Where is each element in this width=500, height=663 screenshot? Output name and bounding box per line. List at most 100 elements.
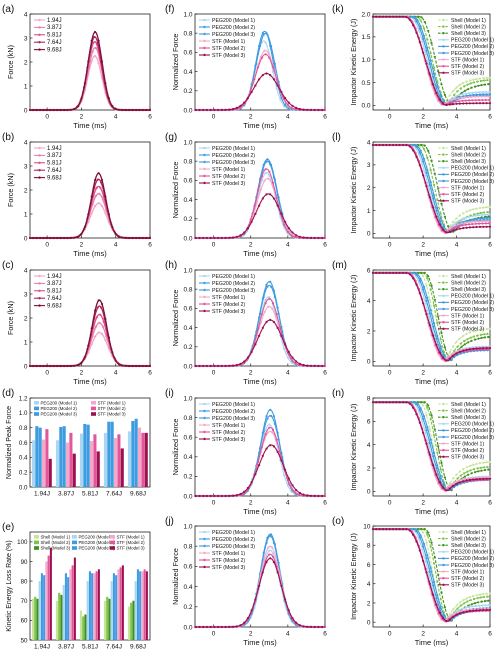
legend-label: STF (Model 2) <box>212 302 245 308</box>
series-marker <box>421 163 424 166</box>
legend-marker <box>203 409 206 413</box>
y-tick-label: 0.6 <box>19 440 28 447</box>
series-marker <box>56 364 59 368</box>
series-marker <box>470 95 473 98</box>
series-marker <box>213 236 216 240</box>
bar <box>62 426 66 487</box>
y-tick-label: 3 <box>24 291 28 298</box>
series-marker <box>488 460 492 464</box>
series-marker <box>467 473 470 476</box>
series-marker <box>432 304 436 307</box>
series-marker <box>310 108 313 111</box>
series-marker <box>472 347 475 350</box>
series-marker <box>264 53 267 56</box>
series-marker <box>458 225 461 228</box>
series-marker <box>97 172 100 175</box>
panel-letter: (i) <box>165 388 174 399</box>
x-tick-label: 2 <box>421 370 425 377</box>
series-marker <box>418 536 421 539</box>
series-marker <box>473 602 477 605</box>
series-marker <box>482 461 485 464</box>
series-marker <box>478 222 481 225</box>
series-marker <box>46 364 49 368</box>
series-marker <box>239 104 242 107</box>
series-marker <box>104 195 107 198</box>
series-marker <box>442 614 446 617</box>
series-marker <box>471 99 474 102</box>
series-marker <box>435 209 438 212</box>
series-marker <box>471 605 474 608</box>
series-marker <box>107 97 110 100</box>
series-marker <box>280 459 283 462</box>
series-marker <box>266 536 269 539</box>
series-marker <box>32 108 35 112</box>
legend-marker <box>442 146 445 150</box>
series-marker <box>418 292 421 295</box>
legend-label: PEG200 (Model 3) <box>212 32 255 38</box>
series-marker <box>258 447 262 450</box>
bar <box>141 571 144 640</box>
series-marker <box>94 178 97 182</box>
legend-swatch <box>91 406 96 411</box>
series-marker <box>478 462 482 465</box>
series-marker <box>478 214 481 217</box>
series-marker <box>286 230 289 233</box>
series-marker <box>470 220 473 223</box>
series-marker <box>462 227 465 230</box>
series-marker <box>235 363 238 367</box>
series-marker <box>266 33 269 36</box>
bar <box>82 616 85 640</box>
y-tick-label: 0.2 <box>183 344 192 351</box>
series-marker <box>466 470 469 473</box>
legend-marker <box>203 558 206 562</box>
series-marker <box>420 528 423 531</box>
legend-marker <box>38 26 41 29</box>
legend-label: Shell (Model 2) <box>451 280 486 286</box>
series-marker <box>485 608 488 612</box>
series-marker <box>421 291 424 294</box>
series-marker <box>439 217 442 220</box>
series-marker <box>463 340 466 343</box>
series-marker <box>290 106 293 109</box>
series-marker <box>480 476 483 479</box>
y-tick-label: 6 <box>367 267 371 274</box>
series-marker <box>443 215 446 218</box>
series-marker <box>371 15 375 18</box>
series-marker <box>433 556 436 559</box>
series-marker <box>313 494 316 497</box>
x-tick-label: 6 <box>323 631 327 638</box>
series-marker <box>468 209 471 212</box>
series-marker <box>408 273 411 276</box>
series-marker <box>469 336 472 339</box>
series-marker <box>415 283 418 286</box>
legend-marker <box>442 449 445 452</box>
series-marker <box>479 211 482 215</box>
series-marker <box>448 487 451 490</box>
series-marker <box>478 609 482 612</box>
series-marker <box>276 571 279 574</box>
y-tick-label: 1.0 <box>19 410 28 417</box>
y-tick-label: 3 <box>367 162 371 169</box>
series-marker <box>482 328 485 331</box>
y-tick-label: 1.0 <box>183 139 192 146</box>
series-marker <box>381 15 385 18</box>
series-marker <box>224 494 227 498</box>
series-marker <box>425 171 428 174</box>
series-marker <box>485 592 488 595</box>
panel-letter: (a) <box>2 4 14 15</box>
series-marker <box>464 92 467 95</box>
series-marker <box>432 464 435 467</box>
series-marker <box>432 584 435 587</box>
series-marker <box>482 206 485 209</box>
bar <box>88 571 91 640</box>
series-marker <box>235 625 238 628</box>
series-marker <box>217 236 220 240</box>
series-marker <box>104 339 107 342</box>
bar <box>48 458 52 487</box>
series-marker <box>483 211 486 214</box>
series-marker <box>298 107 301 111</box>
series-marker <box>432 325 435 328</box>
y-tick-label: 1 <box>367 208 371 215</box>
